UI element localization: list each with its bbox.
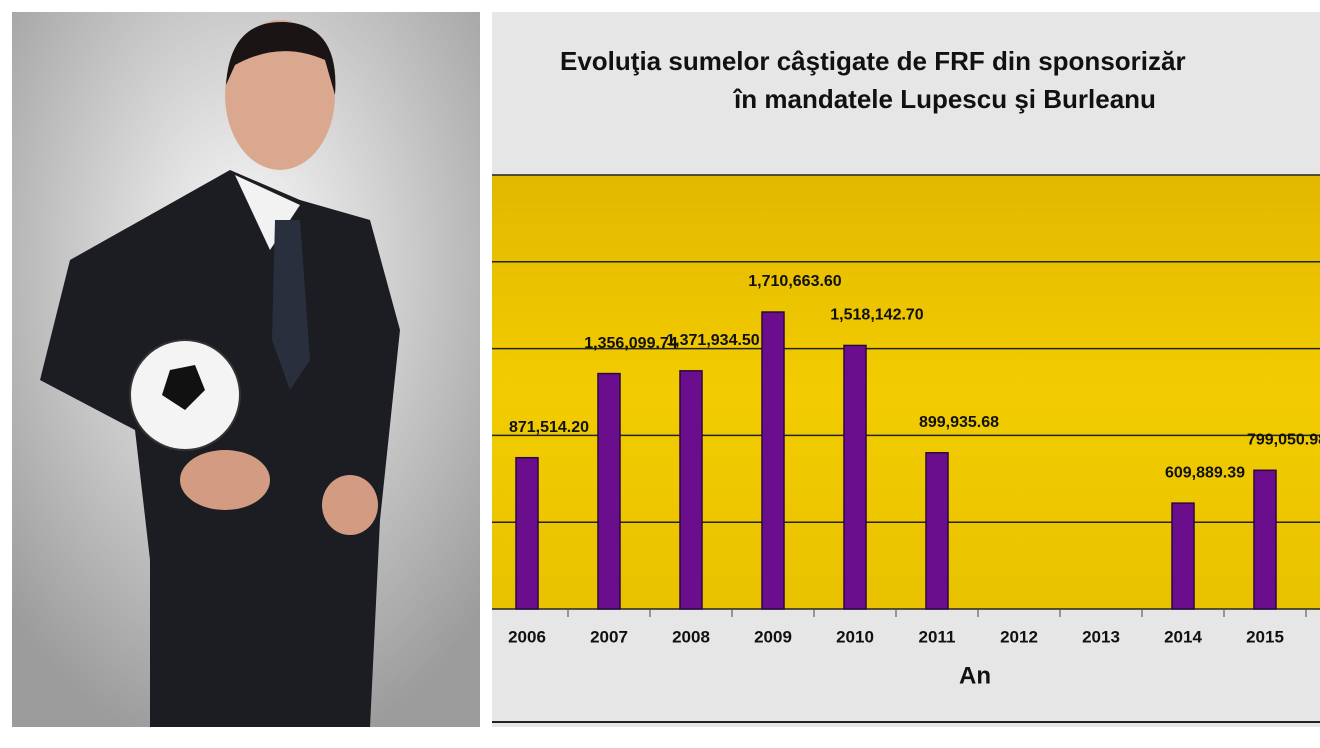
bar [1171,502,1195,610]
chart-title: în mandatele Lupescu şi Burleanu [732,84,1156,114]
shirt [235,175,300,250]
x-tick-label: 2006 [508,627,546,646]
suit [40,170,400,727]
x-axis-label: An [959,662,991,689]
value-label: 899,935.68 [919,414,999,431]
x-tick-label: 2011 [919,627,956,646]
x-tick-label: 2014 [1164,627,1202,646]
bar [761,311,785,610]
bar [1253,469,1277,610]
hand [322,475,378,535]
x-tick-label: 2010 [836,627,874,646]
value-label: 799,050.98 [1247,432,1320,449]
chart: Evoluţia sumelor câştigate de FRF din sp… [492,12,1320,727]
value-label: 1,371,934.50 [666,332,760,349]
x-tick-label: 2007 [590,627,628,646]
value-label: 871,514.20 [509,419,589,436]
bar [597,372,621,610]
hand [180,450,270,510]
value-label: 1,356,099.74 [584,335,678,352]
bar [843,344,867,610]
value-label: 1,710,663.60 [748,273,842,290]
bar [679,370,703,610]
value-label: 609,889.39 [1165,464,1245,481]
x-tick-label: 2008 [672,627,710,646]
value-label: 1,518,142.70 [830,307,924,324]
bar [515,456,539,610]
bar [925,452,949,610]
x-tick-label: 2013 [1082,627,1120,646]
face [225,20,335,170]
x-tick-label: 2009 [754,627,792,646]
tie [272,220,310,390]
photo [12,12,480,727]
hair [226,21,336,96]
football-patch [162,365,205,410]
chart-title: Evoluţia sumelor câştigate de FRF din sp… [560,46,1186,76]
x-tick-label: 2012 [1000,627,1038,646]
x-tick-label: 2015 [1246,627,1284,646]
